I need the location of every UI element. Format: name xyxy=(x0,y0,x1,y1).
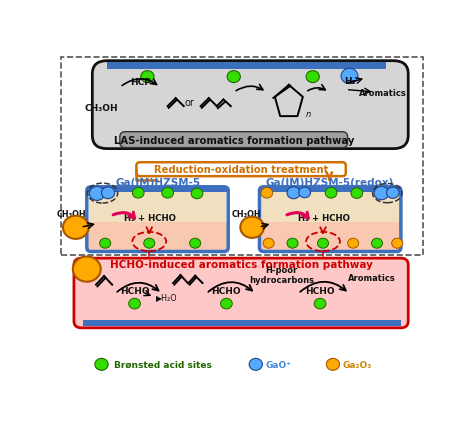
Text: CH₃OH: CH₃OH xyxy=(56,209,86,218)
Text: Aromatics: Aromatics xyxy=(347,273,395,282)
Text: n: n xyxy=(305,110,310,119)
Text: H₂ + HCHO: H₂ + HCHO xyxy=(298,213,350,222)
Bar xyxy=(259,223,401,252)
Circle shape xyxy=(90,187,105,201)
Text: CH₃OH: CH₃OH xyxy=(85,103,118,112)
Circle shape xyxy=(220,298,232,309)
Text: H₂: H₂ xyxy=(344,77,356,86)
Text: H₂ + HCHO: H₂ + HCHO xyxy=(124,213,176,222)
Text: ▶H₂O: ▶H₂O xyxy=(155,293,177,302)
Circle shape xyxy=(287,239,298,249)
Circle shape xyxy=(287,187,300,199)
Text: LAS-induced aromatics formation pathway: LAS-induced aromatics formation pathway xyxy=(114,136,354,146)
Circle shape xyxy=(341,69,358,84)
Circle shape xyxy=(190,239,201,249)
Bar xyxy=(89,189,227,223)
Text: HCP: HCP xyxy=(129,77,151,86)
Circle shape xyxy=(347,239,359,249)
Circle shape xyxy=(101,187,115,199)
Circle shape xyxy=(372,239,383,249)
Bar xyxy=(83,320,401,326)
FancyBboxPatch shape xyxy=(92,61,408,149)
Circle shape xyxy=(128,298,140,309)
Text: Brønsted acid sites: Brønsted acid sites xyxy=(114,360,211,369)
Text: or: or xyxy=(185,98,195,108)
Circle shape xyxy=(95,359,108,371)
Circle shape xyxy=(227,71,240,83)
Text: HCHO: HCHO xyxy=(305,286,335,295)
Circle shape xyxy=(261,188,273,199)
Circle shape xyxy=(63,216,89,240)
Bar xyxy=(87,223,228,252)
Bar xyxy=(107,63,386,70)
Circle shape xyxy=(318,239,328,249)
Circle shape xyxy=(314,298,326,309)
Text: HCHO: HCHO xyxy=(120,286,149,295)
Circle shape xyxy=(299,187,310,198)
Circle shape xyxy=(263,239,274,249)
Text: Ga(IM)HZSM-5: Ga(IM)HZSM-5 xyxy=(115,178,200,187)
Circle shape xyxy=(249,359,263,371)
Circle shape xyxy=(325,188,337,199)
Text: Ga₂O₃: Ga₂O₃ xyxy=(343,360,372,369)
Text: HCHO: HCHO xyxy=(211,286,241,295)
Text: H-poor
hydrocarbons: H-poor hydrocarbons xyxy=(249,265,314,285)
Bar xyxy=(87,187,228,193)
Circle shape xyxy=(326,359,339,371)
Circle shape xyxy=(240,217,264,238)
Circle shape xyxy=(374,187,389,200)
FancyBboxPatch shape xyxy=(137,163,346,177)
Circle shape xyxy=(100,239,110,249)
Text: Aromatics: Aromatics xyxy=(359,89,406,98)
Circle shape xyxy=(392,239,403,249)
Circle shape xyxy=(73,257,101,282)
Circle shape xyxy=(144,239,155,249)
Bar xyxy=(61,58,423,255)
FancyBboxPatch shape xyxy=(120,132,347,148)
Circle shape xyxy=(306,71,319,83)
Text: Reduction-oxidation treatment: Reduction-oxidation treatment xyxy=(154,165,328,175)
Circle shape xyxy=(351,188,363,199)
FancyBboxPatch shape xyxy=(74,258,408,328)
Text: CH₃OH: CH₃OH xyxy=(232,209,262,218)
Circle shape xyxy=(132,188,144,199)
Text: HCHO-induced aromatics formation pathway: HCHO-induced aromatics formation pathway xyxy=(109,259,373,269)
Bar xyxy=(261,189,399,223)
Text: GaO⁺: GaO⁺ xyxy=(266,360,292,369)
Bar xyxy=(259,187,401,193)
Text: Ga(IM)HZSM-5(redox): Ga(IM)HZSM-5(redox) xyxy=(266,178,394,187)
Circle shape xyxy=(387,187,399,199)
Circle shape xyxy=(141,71,154,83)
Circle shape xyxy=(191,189,203,199)
Circle shape xyxy=(162,188,173,199)
